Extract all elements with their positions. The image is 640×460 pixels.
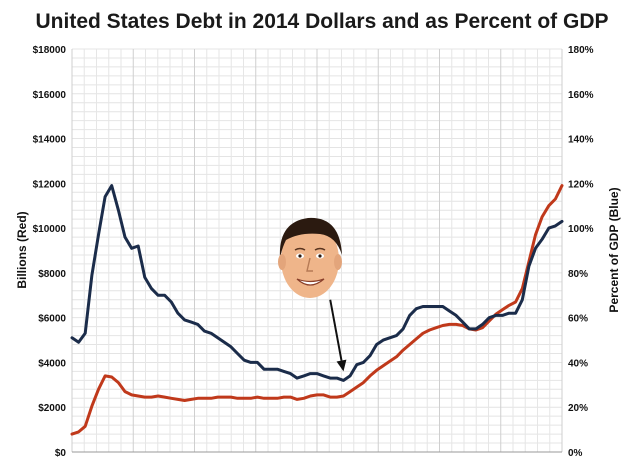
right-tick-label: 80% [568,269,588,280]
left-tick-label: $6000 [38,314,66,325]
right-tick-label: 120% [568,179,594,190]
debt-percent-gdp-line [70,184,564,382]
left-tick-label: $16000 [33,90,67,101]
left-tick-label: $18000 [33,45,67,56]
debt-dollars-line [70,184,564,436]
right-tick-label: 40% [568,358,588,369]
left-tick-label: $8000 [38,269,66,280]
grid [71,48,563,453]
right-axis-label: Percent of GDP (Blue) [607,187,621,312]
right-tick-label: 160% [568,90,594,101]
chart-title: United States Debt in 2014 Dollars and a… [36,10,609,33]
left-tick-label: $10000 [33,224,67,235]
right-tick-label: 20% [568,403,588,414]
right-tick-label: 140% [568,135,594,146]
right-tick-label: 0% [568,448,583,459]
series-lines [70,184,564,436]
left-tick-label: $14000 [33,135,67,146]
right-axis-ticks: 0% 20% 40% 60% 80% 100% 120% 140% 160% 180% [568,45,594,459]
left-tick-label: $12000 [33,179,67,190]
right-tick-label: 180% [568,45,594,56]
left-axis-label: Billions (Red) [15,211,29,288]
right-tick-label: 100% [568,224,594,235]
left-tick-label: $0 [55,448,67,459]
right-tick-label: 60% [568,314,588,325]
left-axis-ticks: $0 $2000 $4000 $6000 $8000 $10000 $12000 $14000… [33,45,67,459]
portrait-face-icon [278,217,342,298]
left-tick-label: $4000 [38,358,66,369]
left-tick-label: $2000 [38,403,66,414]
arrow-annotation [329,299,347,372]
